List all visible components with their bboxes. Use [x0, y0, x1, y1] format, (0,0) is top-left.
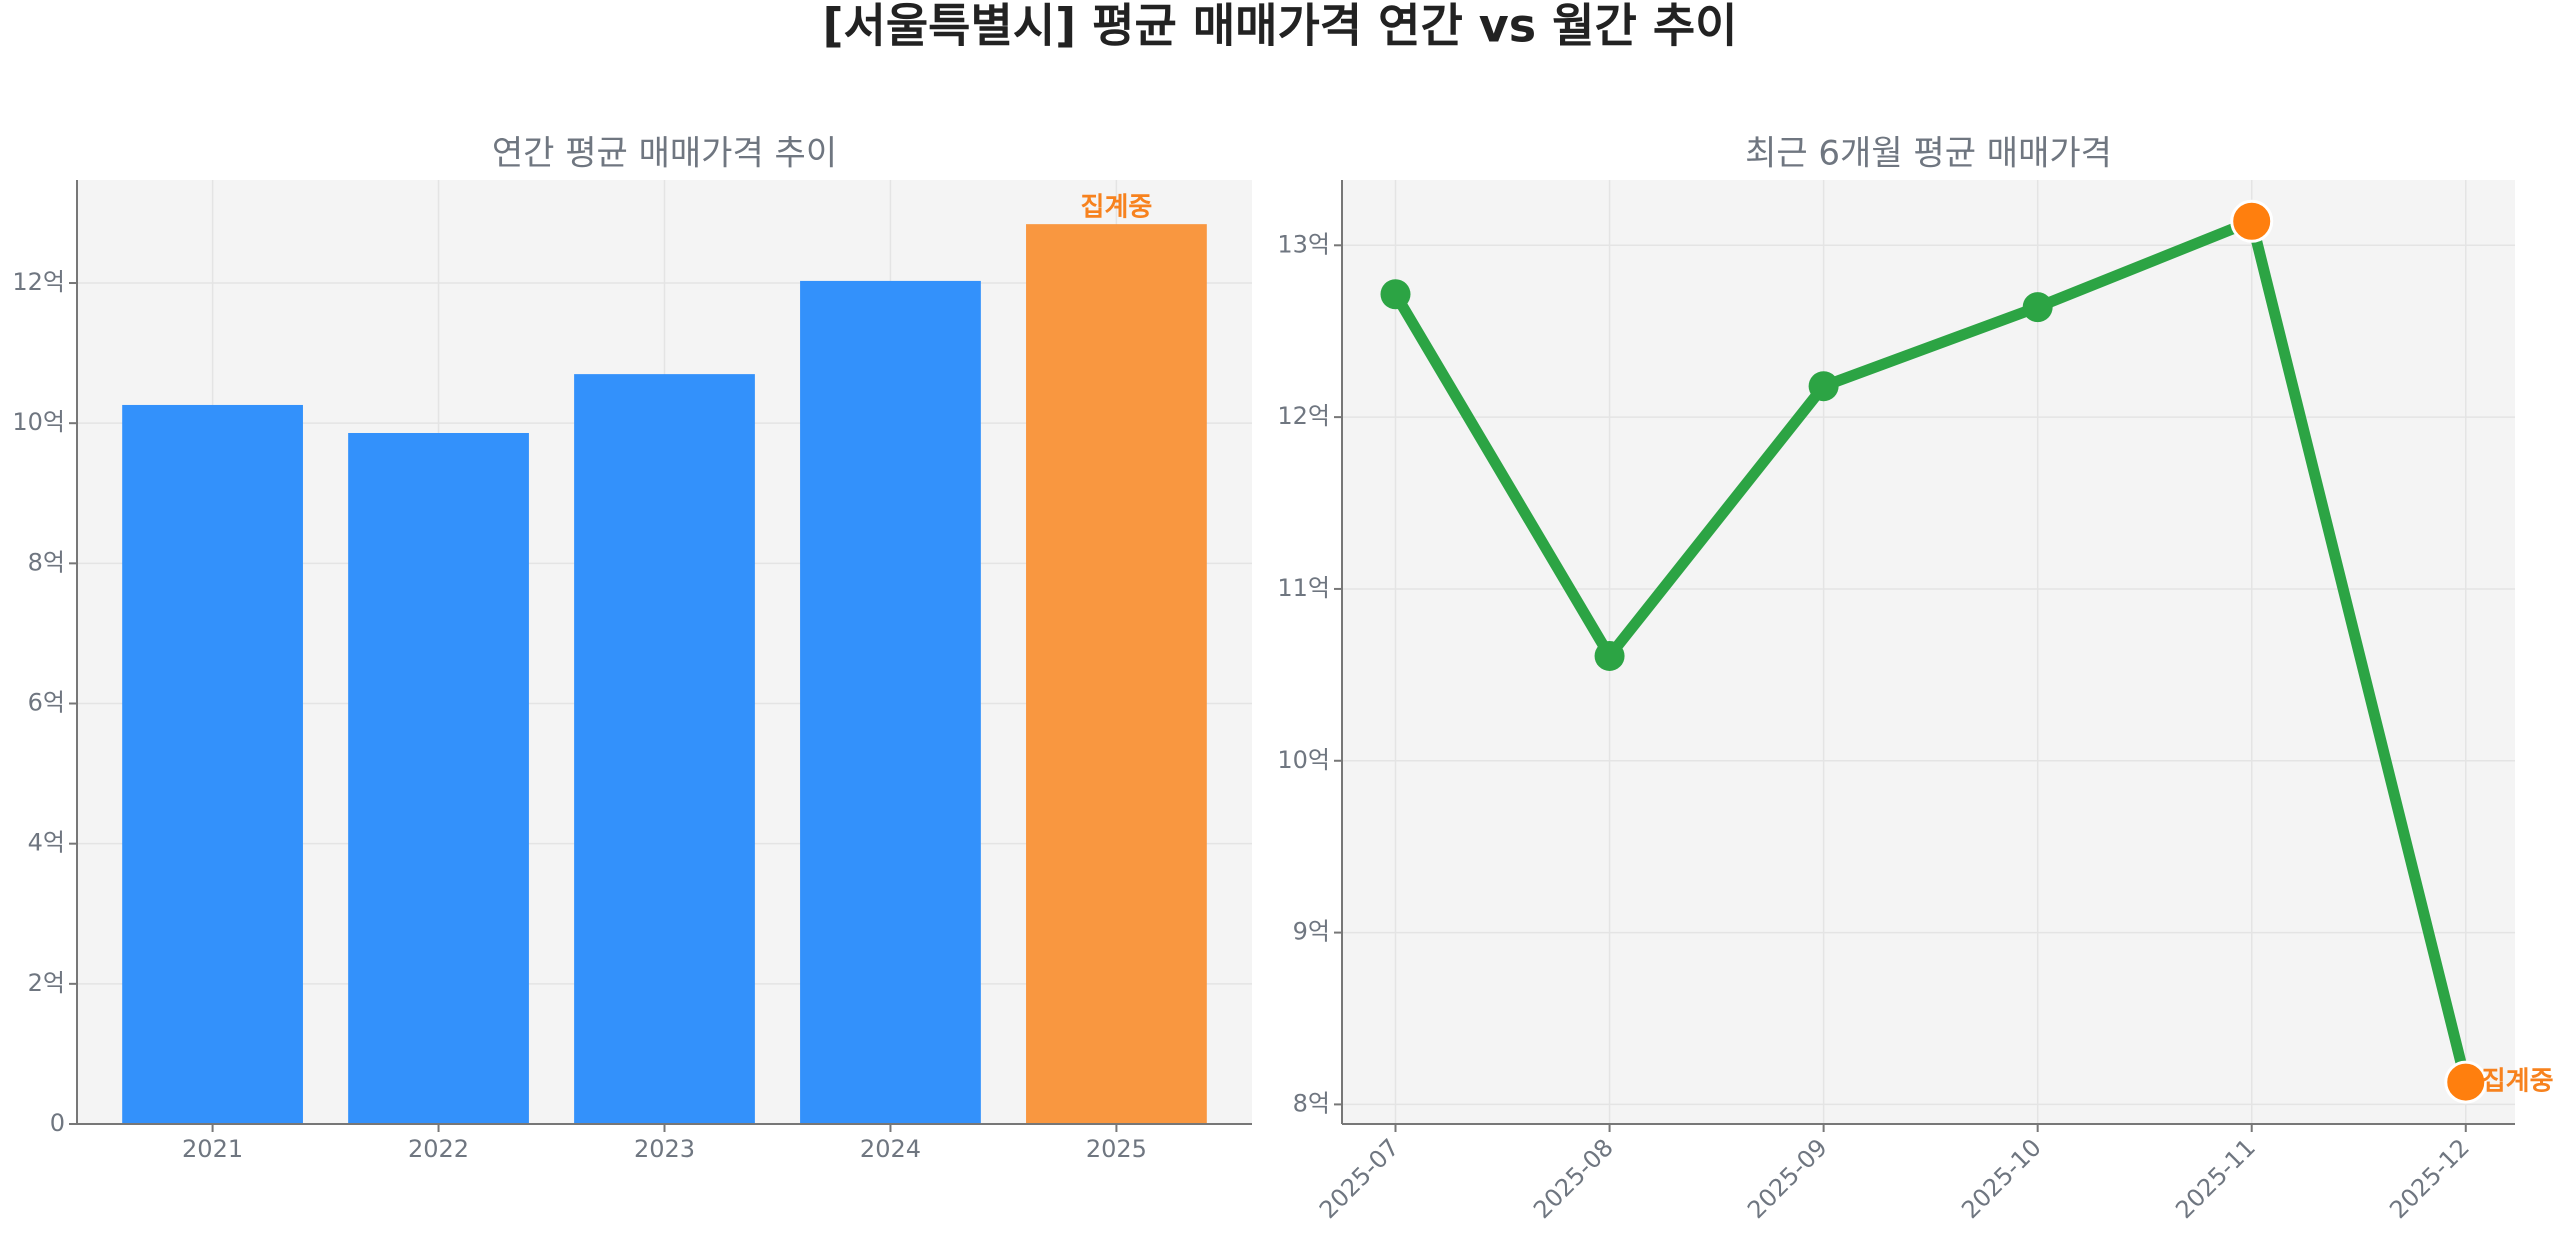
bar	[800, 280, 981, 1124]
y-tick-label: 13억	[1277, 230, 1330, 258]
bar	[574, 374, 755, 1124]
x-tick-label: 2025-08	[1528, 1133, 1619, 1224]
subplot-title: 연간 평균 매매가격 추이	[492, 134, 837, 174]
x-tick-label: 2025-12	[2384, 1133, 2475, 1224]
x-tick-label: 2021	[182, 1135, 243, 1163]
bar	[348, 432, 529, 1124]
y-tick-label: 9억	[1293, 918, 1330, 946]
bar	[1026, 224, 1207, 1125]
y-tick-label: 4억	[28, 829, 65, 857]
x-tick-label: 2022	[408, 1135, 469, 1163]
y-tick-label: 10억	[1277, 746, 1330, 774]
annotation: 집계중	[2482, 1067, 2554, 1097]
x-tick-label: 2023	[634, 1135, 695, 1163]
x-tick-label: 2025	[1086, 1135, 1147, 1163]
marker	[1594, 640, 1625, 671]
y-tick-label: 8억	[28, 548, 65, 576]
y-tick-label: 11억	[1277, 574, 1330, 602]
x-tick-label: 2025-11	[2170, 1133, 2261, 1224]
x-tick-label: 2025-07	[1314, 1133, 1405, 1224]
marker	[1808, 371, 1839, 402]
subplot-title: 최근 6개월 평균 매매가격	[1745, 134, 2112, 174]
y-tick-label: 0	[50, 1109, 65, 1137]
line	[1390, 215, 2472, 1084]
bar	[122, 404, 303, 1124]
marker	[2444, 1060, 2488, 1104]
y-tick-label: 10억	[12, 408, 65, 436]
marker	[1380, 279, 1411, 310]
y-tick-label: 6억	[28, 689, 65, 717]
y-tick-label: 2억	[28, 969, 65, 997]
y-tick-label: 12억	[1277, 402, 1330, 430]
x-tick-label: 2025-10	[1956, 1133, 2047, 1224]
x-tick-label: 2024	[860, 1135, 921, 1163]
y-tick-label: 12억	[12, 268, 65, 296]
x-tick-label: 2025-09	[1742, 1133, 1833, 1224]
marker	[2022, 292, 2053, 323]
annotation: 집계중	[1081, 193, 1153, 223]
figure-title: [서울특별시] 평균 매매가격 연간 vs 월간 추이	[823, 0, 1738, 53]
y-tick-label: 8억	[1293, 1089, 1330, 1117]
marker	[2230, 199, 2274, 243]
plot-background	[1342, 180, 2515, 1124]
